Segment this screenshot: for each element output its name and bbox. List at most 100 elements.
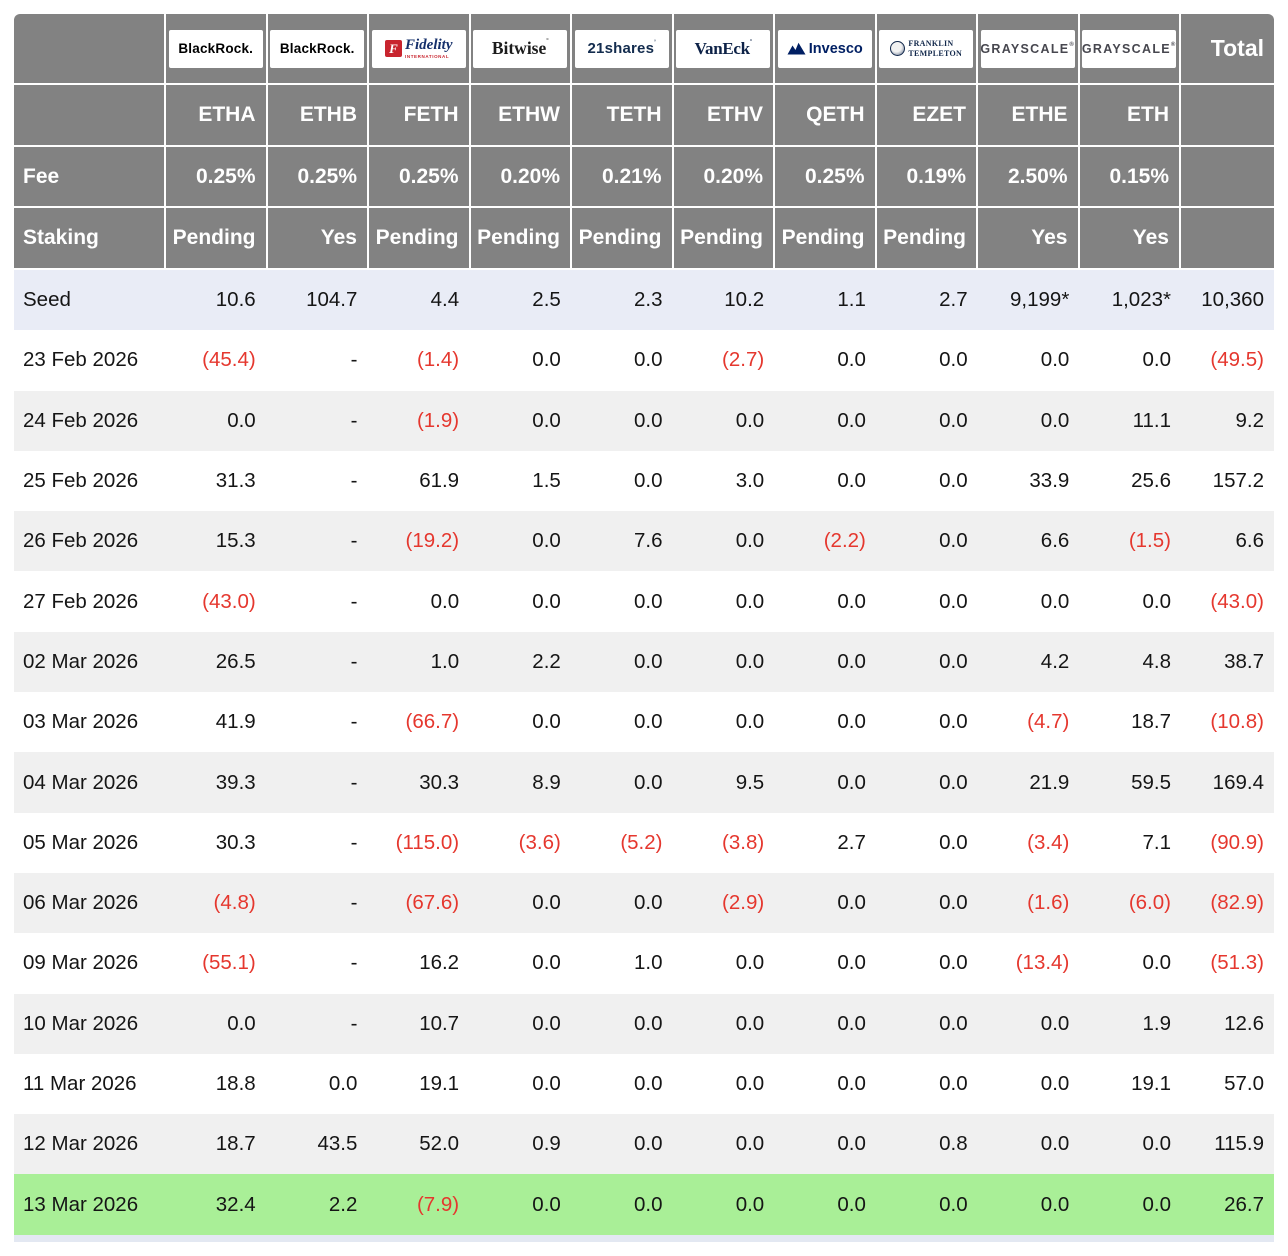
row-label: 23 Feb 2026 [23,348,139,372]
cell-QETH: 0.0 [837,770,866,794]
cell-ETHW: (3.6) [518,830,561,854]
provider-logo-grayscale: GRAYSCALE® [1082,29,1177,68]
staking-ETHE: Yes [978,208,1078,268]
cell-ETHE: 4.2 [1040,649,1070,673]
cell-TETH: 0.0 [633,1192,663,1216]
cell-ETHA: 30.3 [215,830,256,854]
cell-FETH: 0.0 [430,589,460,613]
cell-TETH: 0.0 [633,589,663,613]
cell-FETH: 19.1 [419,1072,460,1095]
cell-EZET: 2.7 [939,288,968,312]
ticker-EZET: EZET [876,85,976,145]
cell-ETH: 7.1 [1142,830,1171,854]
cell-ETHV: 10.2 [724,288,765,312]
cell-ETHW: 0.0 [532,951,561,975]
cell-FETH: 10.7 [419,1011,460,1035]
cell-ETHA: 15.3 [215,529,256,553]
fidelity-name: Fidelity [405,37,453,53]
cell-ETH: 11.1 [1132,408,1171,432]
cell-ETHB: - [350,891,358,915]
cell-ETHA: 31.3 [215,469,256,493]
cell-ETHV: 0.0 [735,1072,765,1095]
cell-QETH: 0.0 [837,1132,866,1156]
staking-ETHB: Yes [267,208,367,268]
cell-FETH: 1.0 [430,649,460,673]
cell-ETHW: 2.5 [532,288,561,312]
cell-ETHB: - [350,589,358,613]
row-total: (10.8) [1210,710,1264,734]
cell-ETHB: - [350,649,358,673]
row-label: 11 Mar 2026 [23,1072,137,1095]
cell-ETHB: 43.5 [317,1132,358,1156]
cell-ETHW: 0.0 [532,710,561,734]
cell-ETHV: 0.0 [735,589,765,613]
ticker-ETHV: ETHV [673,85,773,145]
cell-ETHB: - [350,1011,358,1035]
logo-cell-ETHE: GRAYSCALE® [978,14,1078,83]
franklin-line1: FRANKLIN [908,39,954,49]
ticker-total-empty-cell [1181,85,1274,145]
cell-ETH: (6.0) [1128,891,1171,915]
logo-cell-ETHW: Bitwise° [470,14,570,83]
provider-logo-grayscale: GRAYSCALE® [980,29,1075,68]
cell-ETHB: - [350,770,358,794]
cell-QETH: 0.0 [837,891,866,915]
provider-logo-franklin: FRANKLIN TEMPLETON [879,29,974,68]
staking-EZET: Pending [876,208,976,268]
cell-ETHV: 0.0 [735,951,765,975]
cell-ETHV: 0.0 [735,1011,765,1035]
cell-TETH: 0.0 [633,1132,663,1156]
cell-FETH: 16.2 [419,951,460,975]
cell-QETH: 1.1 [837,288,866,312]
total-header-label: Total [1181,14,1274,83]
cell-EZET: 0.0 [939,1192,968,1216]
cell-ETHE: 21.9 [1029,770,1070,794]
cell-ETH: 0.0 [1142,1192,1171,1216]
cell-ETHE: 0.0 [1040,1192,1070,1216]
cell-TETH: 0.0 [633,1011,663,1035]
cell-ETH: 0.0 [1142,348,1171,372]
cell-ETHA: (43.0) [202,589,256,613]
registered-icon: ® [1069,41,1075,48]
cell-ETHV: 0.0 [735,529,765,553]
row-total: 26.7 [1224,1192,1264,1216]
row-total: 12.6 [1224,1011,1264,1035]
cell-ETHB: - [350,529,358,553]
ticker-ETHW: ETHW [470,85,570,145]
cell-ETHB: 104.7 [306,288,358,312]
row-label: 09 Mar 2026 [23,951,139,975]
cell-ETH: 0.0 [1142,951,1171,975]
cell-FETH: (7.9) [416,1192,460,1216]
fee-total-empty-cell [1181,147,1274,206]
fee-TETH: 0.21% [572,147,672,206]
ticker-FETH: FETH [369,85,469,145]
fee-EZET: 0.19% [876,147,976,206]
cell-EZET: 0.0 [939,710,968,734]
header-ticker-row: ETHA ETHB FETH ETHW TETH ETHV QETH EZET ETHE ETH [14,85,1274,145]
cell-ETH: 4.8 [1142,649,1171,673]
row-total: 57.0 [1224,1072,1264,1095]
cell-EZET: 0.0 [939,408,968,432]
table-header: BlackRock. BlackRock. F Fidelity INTERNATION… [14,14,1274,268]
staking-QETH: Pending [775,208,875,268]
staking-ETHW: Pending [470,208,570,268]
cell-ETH: (1.5) [1128,529,1171,553]
cell-TETH: 0.0 [633,649,663,673]
row-total: (51.3) [1210,951,1264,975]
fee-ETHB: 0.25% [267,147,367,206]
table-row: 09 Mar 2026 (55.1) - 16.2 0.0 1.0 0.0 0.0 0.0 (13… [14,933,1274,994]
header-logo-row: BlackRock. BlackRock. F Fidelity INTERNATION… [14,14,1274,83]
table-row: 04 Mar 2026 39.3 - 30.3 8.9 0.0 9.5 0.0 0.0 21.9 5… [14,752,1274,813]
cell-ETHE: 33.9 [1029,469,1070,493]
franklin-emblem-icon [890,41,906,56]
cell-ETHW: 2.2 [532,649,561,673]
cell-QETH: (2.2) [823,529,866,553]
header-staking-row: Staking Pending Yes Pending Pending Pending Pe… [14,208,1274,268]
row-total: (43.0) [1210,589,1264,613]
row-label: 27 Feb 2026 [23,589,139,613]
provider-logo-vaneck: VanEck° [676,29,771,68]
table-row: 11 Mar 2026 18.8 0.0 19.1 0.0 0.0 0.0 0.0 0.0 0.0… [14,1053,1274,1115]
cell-TETH: (5.2) [620,830,663,854]
vaneck-wordmark: VanEck° [694,38,753,58]
cell-TETH: 0.0 [633,770,663,794]
